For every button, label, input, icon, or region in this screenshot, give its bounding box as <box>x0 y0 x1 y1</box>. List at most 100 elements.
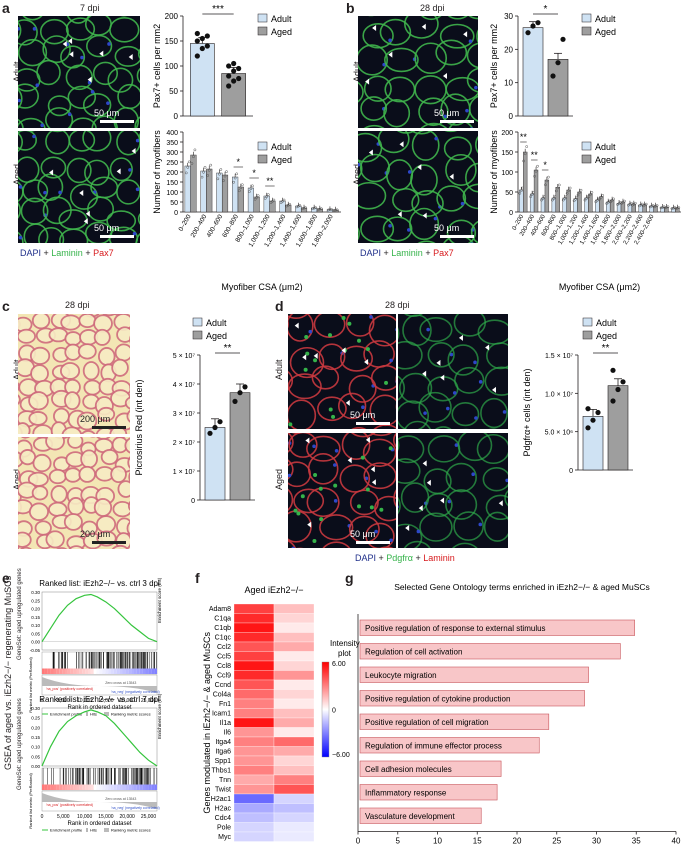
myofiber <box>404 420 431 429</box>
data-point <box>522 159 526 163</box>
rank-heat <box>88 668 91 674</box>
data-point <box>288 203 292 206</box>
legend-label-aged: Aged <box>595 155 616 165</box>
myofiber <box>409 207 440 241</box>
data-point <box>255 196 258 199</box>
arrowhead <box>365 78 370 85</box>
myofiber <box>311 365 340 390</box>
data-point <box>672 206 675 210</box>
rank-heat <box>82 784 86 790</box>
scale-label: 50 μm <box>350 410 376 420</box>
rank-heat <box>93 784 97 790</box>
arrowhead <box>341 347 346 354</box>
data-point <box>590 417 596 423</box>
legend: Adult Aged <box>581 141 616 165</box>
arrowhead <box>49 169 54 176</box>
bar <box>555 186 560 213</box>
rank-heat <box>73 784 77 790</box>
legend-swatch-adult <box>581 13 592 23</box>
data-point <box>540 198 543 202</box>
legend-swatch-aged <box>581 26 592 36</box>
arrowhead <box>372 24 377 31</box>
heatmap-cell <box>273 831 315 842</box>
legend-label-adult: Adult <box>271 14 292 24</box>
heatmap-cell <box>273 651 315 662</box>
bar <box>359 807 482 824</box>
y-tick-label: 200 <box>166 170 178 177</box>
legend-label-adult: Adult <box>595 14 616 24</box>
legend-swatch-aged <box>581 154 592 164</box>
data-point <box>332 208 336 212</box>
data-point <box>547 175 550 179</box>
arrowhead <box>365 436 370 443</box>
y-axis-label: Pax7+ cells per mm2 <box>489 24 499 108</box>
y-tick-label: 0.25 <box>31 716 40 721</box>
myofiber <box>419 317 453 343</box>
data-point <box>555 60 561 66</box>
bar <box>206 168 213 213</box>
data-point <box>282 198 286 202</box>
heatmap-title: Aged iEzh2−/− <box>244 585 303 595</box>
data-point <box>301 207 304 210</box>
myofiber <box>482 467 508 492</box>
rank-heat <box>116 784 120 790</box>
myofiber <box>18 19 38 46</box>
myofiber <box>337 392 367 420</box>
rank-heat <box>125 784 129 790</box>
myofiber <box>339 464 371 493</box>
arrowhead <box>399 141 404 148</box>
pdgfra-cell <box>296 511 301 516</box>
data-point <box>222 179 225 182</box>
gene-label: C1qc <box>215 635 232 642</box>
gene-label: Ccl9 <box>217 673 231 680</box>
data-point <box>237 390 243 396</box>
pdgfra-cell <box>365 347 370 352</box>
x-tick-label: 10,000 <box>77 698 93 704</box>
myofiber <box>476 433 508 465</box>
heatmap-cell <box>233 831 275 842</box>
data-point <box>552 197 556 200</box>
rank-heat <box>128 784 132 790</box>
rank-heat <box>67 784 71 790</box>
heatmap-cell <box>233 651 275 662</box>
pdgfra-cell <box>288 422 293 427</box>
data-point <box>193 148 197 152</box>
myofiber <box>446 219 477 243</box>
rank-heat <box>79 668 83 674</box>
bar-label: Leukocyte migration <box>365 671 437 680</box>
myofiber <box>28 391 49 411</box>
myofiber <box>439 23 475 49</box>
gene-label: H2ac1 <box>211 796 231 803</box>
gsea-title: Ranked list: iEzh2−/− vs. ctrl 3 dpi <box>39 579 160 588</box>
b-stain-legend: DAPI + Laminin + Pax7 <box>360 248 454 258</box>
nucleus <box>502 410 507 414</box>
colorbar-tick: 6.00 <box>332 661 346 668</box>
data-point <box>534 169 538 173</box>
chart-g_go: Selected Gene Ontology terms enriched in… <box>356 582 681 851</box>
myofiber <box>36 59 61 86</box>
bar <box>221 174 229 213</box>
y-tick-label: 400 <box>166 130 178 137</box>
data-point <box>567 189 570 193</box>
y-tick-label: 0 <box>174 210 178 217</box>
nucleus <box>18 185 23 189</box>
nucleus <box>18 235 23 240</box>
myofiber <box>59 228 89 243</box>
myofiber <box>61 426 83 434</box>
arrowhead <box>128 54 133 61</box>
myofiber <box>349 489 379 516</box>
myofiber <box>418 391 452 423</box>
arrowhead <box>364 358 369 365</box>
data-point <box>226 73 232 79</box>
rank-heat <box>47 784 51 790</box>
legend-label: Hits <box>90 828 97 833</box>
legend: Adult Aged <box>581 13 616 37</box>
data-point <box>269 201 273 204</box>
y-tick-label: 100 <box>501 170 513 177</box>
x-tick-label: 10,000 <box>77 814 93 820</box>
data-point <box>557 183 561 187</box>
legend-swatch-adult <box>257 13 268 23</box>
arrowhead <box>116 168 121 175</box>
data-point <box>194 38 200 44</box>
data-point <box>661 205 664 209</box>
